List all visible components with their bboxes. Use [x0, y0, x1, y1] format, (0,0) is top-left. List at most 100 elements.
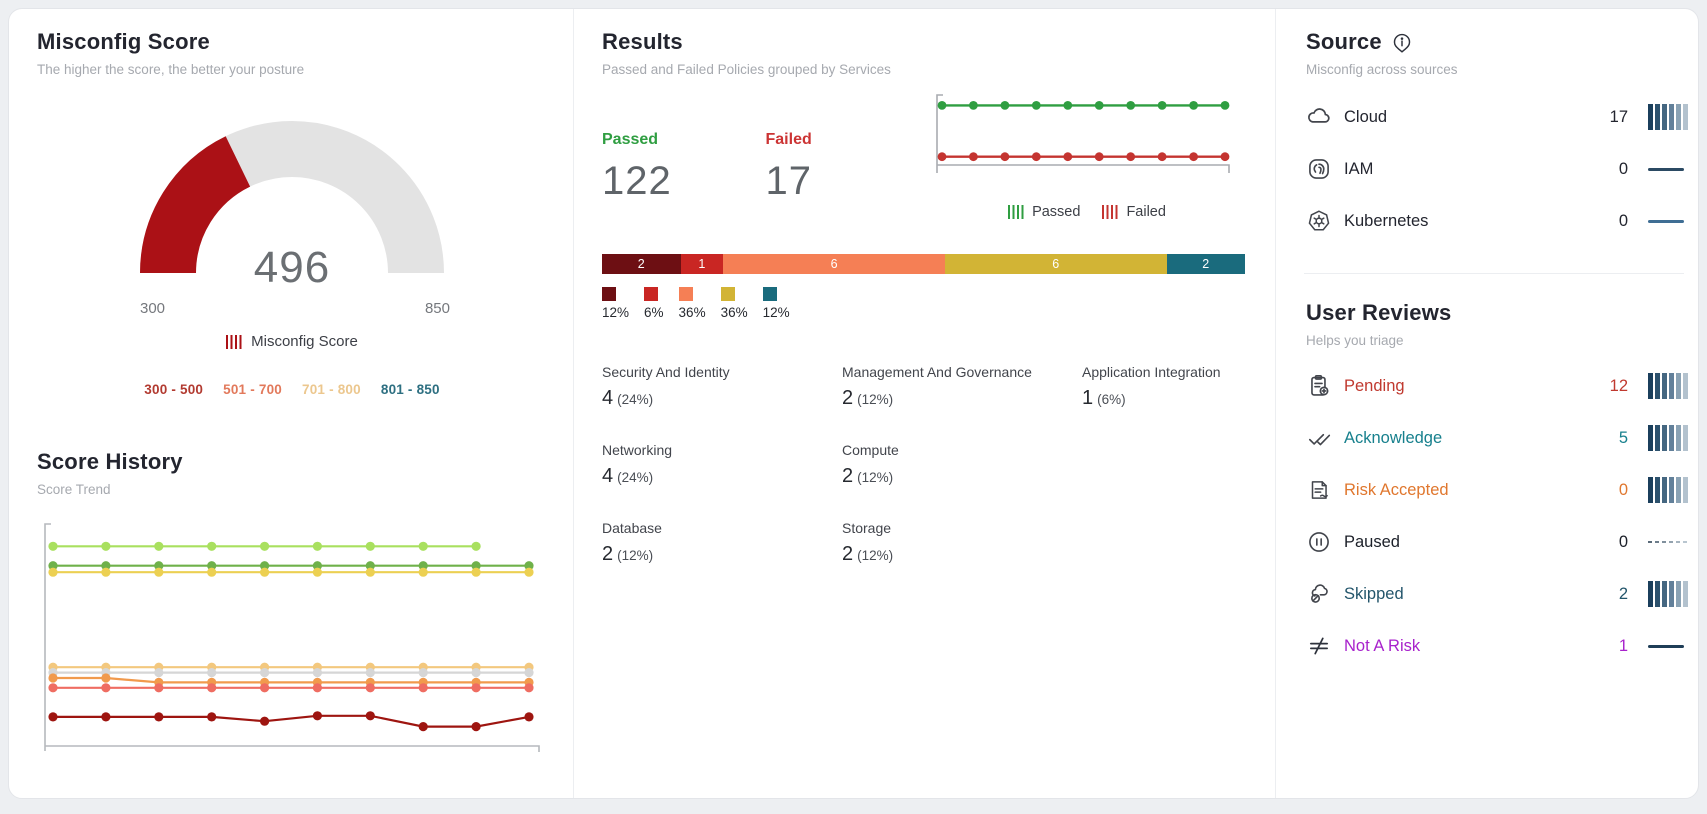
data-point — [418, 541, 428, 551]
review-row-sparkline — [1648, 632, 1684, 660]
legend-item[interactable]: 36% — [720, 287, 748, 320]
data-point — [48, 683, 58, 693]
review-row-count: 1 — [1618, 636, 1628, 655]
review-row-sparkline — [1648, 424, 1688, 452]
data-point — [418, 722, 428, 732]
review-row-sparkline — [1648, 580, 1688, 608]
category-compute[interactable]: Compute 2 (12%) — [842, 442, 1082, 488]
source-title: Source — [1306, 29, 1382, 54]
range-801-850[interactable]: 801 - 850 — [380, 382, 440, 397]
category-count: 2 — [842, 465, 854, 487]
source-row-iam[interactable]: IAM 0 — [1306, 143, 1684, 195]
legend-swatch — [762, 287, 777, 301]
trend-legend-passed[interactable]: Passed — [1008, 204, 1080, 220]
info-icon[interactable] — [1391, 32, 1413, 54]
data-point — [207, 712, 217, 722]
gauge-svg — [140, 121, 444, 274]
legend-item[interactable]: 12% — [762, 287, 790, 320]
category-count: 2 — [842, 543, 854, 565]
section-divider — [1304, 273, 1684, 274]
review-row-label: Not A Risk — [1344, 636, 1421, 655]
data-point — [207, 561, 217, 571]
right-panel: Source Misconfig across sources Cloud 17 — [1276, 9, 1698, 798]
review-row-skipped[interactable]: Skipped 2 — [1306, 568, 1688, 620]
data-point — [260, 683, 270, 693]
source-row-count: 0 — [1618, 159, 1628, 178]
range-300-500[interactable]: 300 - 500 — [144, 382, 204, 397]
source-subtitle: Misconfig across sources — [1306, 62, 1458, 77]
bar-segment[interactable]: 6 — [944, 254, 1167, 274]
review-row-sparkline — [1648, 372, 1688, 400]
category-spacer — [1082, 442, 1245, 488]
data-point — [471, 541, 481, 551]
review-row-sparkline — [1648, 528, 1687, 556]
bar-segment[interactable]: 2 — [1166, 254, 1246, 274]
source-row-count: 17 — [1609, 107, 1628, 126]
kubernetes-icon — [1306, 208, 1342, 234]
legend-item[interactable]: 12% — [602, 287, 629, 320]
results-trend-legend: Passed Failed — [929, 204, 1245, 220]
legend-item[interactable]: 6% — [644, 287, 664, 320]
category-value: 4 (24%) — [602, 465, 842, 488]
gauge-max-label: 850 — [424, 300, 450, 317]
review-row-risk-accepted[interactable]: Risk Accepted 0 — [1306, 464, 1688, 516]
review-row-not-a-risk[interactable]: Not A Risk 1 — [1306, 620, 1684, 672]
trend-legend-failed[interactable]: Failed — [1102, 204, 1166, 220]
data-point — [524, 561, 534, 571]
category-management-and-governance[interactable]: Management And Governance 2 (12%) — [842, 364, 1082, 410]
results-stats-row: Passed 122 Failed 17 Passed Failed — [602, 89, 1245, 220]
user-reviews-title: User Reviews — [1306, 300, 1452, 325]
bar-segment[interactable]: 6 — [723, 254, 945, 274]
category-security-and-identity[interactable]: Security And Identity 4 (24%) — [602, 364, 842, 410]
data-point — [418, 567, 428, 577]
data-point — [365, 668, 375, 678]
legend-pct-label: 36% — [678, 305, 706, 320]
review-row-paused[interactable]: Paused 0 — [1306, 516, 1687, 568]
source-row-kubernetes[interactable]: Kubernetes 0 — [1306, 195, 1684, 247]
data-point — [101, 683, 111, 693]
data-point — [524, 683, 534, 693]
bar-segment[interactable]: 2 — [602, 254, 681, 274]
failed-value: 17 — [765, 159, 812, 203]
category-database[interactable]: Database 2 (12%) — [602, 520, 842, 566]
passed-stat: Passed 122 — [602, 131, 766, 220]
category-label: Database — [602, 520, 662, 536]
data-point — [365, 541, 375, 551]
category-pct: (24%) — [617, 470, 654, 485]
category-application-integration[interactable]: Application Integration 1 (6%) — [1082, 364, 1245, 410]
category-storage[interactable]: Storage 2 (12%) — [842, 520, 1082, 566]
skipped-icon — [1306, 581, 1342, 607]
review-row-label: Pending — [1344, 376, 1405, 395]
gauge-legend[interactable]: Misconfig Score — [37, 333, 547, 350]
data-point — [1000, 152, 1010, 162]
data-point — [48, 541, 58, 551]
review-row-label: Paused — [1344, 532, 1400, 551]
legend-pct-label: 36% — [720, 305, 748, 320]
category-count: 2 — [602, 543, 614, 565]
category-networking[interactable]: Networking 4 (24%) — [602, 442, 842, 488]
acknowledge-icon — [1306, 425, 1342, 451]
data-point — [48, 567, 58, 577]
review-row-pending[interactable]: Pending 12 — [1306, 360, 1688, 412]
results-trend-chart — [936, 94, 1230, 173]
legend-item[interactable]: 36% — [678, 287, 706, 320]
data-point — [524, 712, 534, 722]
gauge-filled-arc — [140, 136, 251, 274]
data-point — [969, 152, 978, 162]
results-trend-block: Passed Failed — [929, 89, 1245, 220]
data-point — [969, 101, 978, 110]
data-point — [207, 668, 217, 678]
source-rows: Cloud 17 IAM 0 — [1306, 91, 1688, 247]
data-point — [1189, 152, 1198, 162]
source-row-cloud[interactable]: Cloud 17 — [1306, 91, 1688, 143]
category-pct: (24%) — [617, 392, 654, 407]
trend-legend-failed-label: Failed — [1126, 204, 1166, 220]
bar-segment[interactable]: 1 — [680, 254, 724, 274]
range-501-700[interactable]: 501 - 700 — [223, 382, 282, 397]
review-row-acknowledge[interactable]: Acknowledge 5 — [1306, 412, 1688, 464]
category-value: 1 (6%) — [1082, 387, 1245, 410]
score-history-title: Score History — [37, 449, 183, 474]
source-row-label: Cloud — [1344, 107, 1388, 126]
range-701-800[interactable]: 701 - 800 — [302, 382, 361, 397]
